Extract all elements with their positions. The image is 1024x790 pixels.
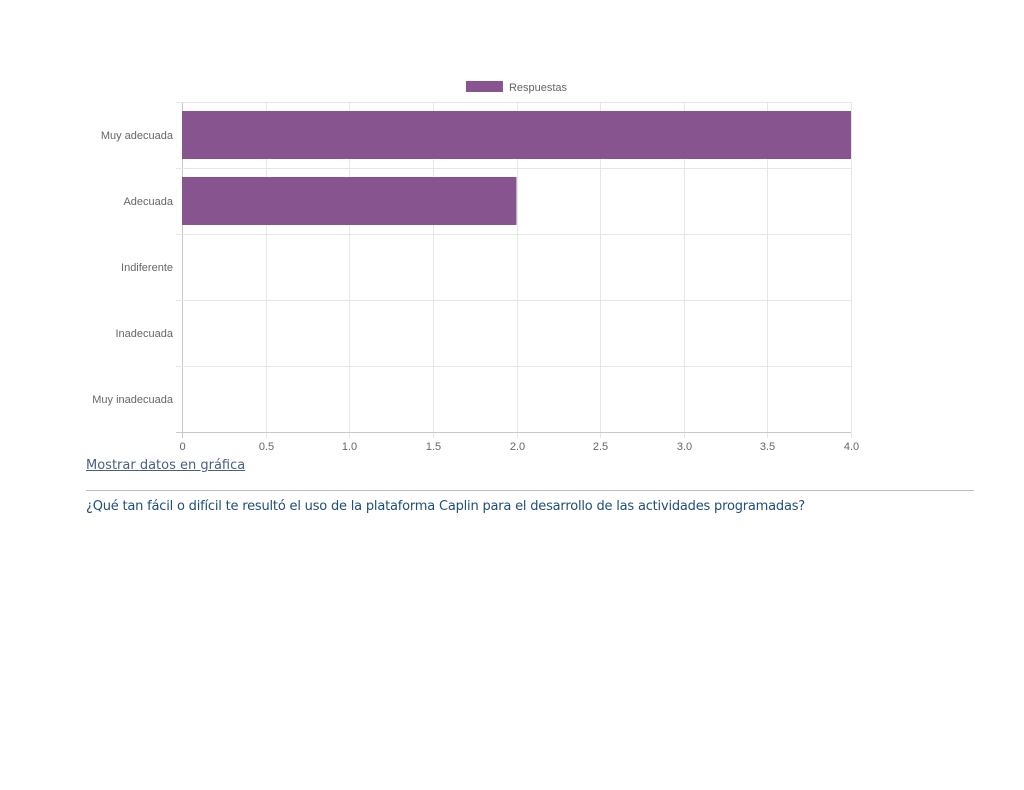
y-tick-label: Muy inadecuada (92, 394, 174, 406)
show-chart-data-link[interactable]: Mostrar datos en gráfica (86, 458, 246, 473)
x-tick-label: 1.0 (342, 441, 357, 453)
legend-item: Respuestas (465, 81, 568, 94)
bar-chart: 0 0.5 1.0 1.5 2.0 2.5 3.0 3.5 4.0 Muy adecuada Ade… (92, 81, 859, 453)
x-tick-label: 1.5 (426, 441, 441, 453)
bar-adecuada (182, 177, 517, 225)
bar-muy-adecuada (182, 111, 851, 159)
legend-label: Respuestas (509, 82, 568, 94)
y-tick-label: Muy adecuada (101, 130, 174, 142)
x-tick-label: 2.5 (593, 441, 608, 453)
y-tick-label: Inadecuada (116, 328, 174, 340)
question-title: ¿Qué tan fácil o difícil te resultó el u… (86, 499, 805, 514)
y-tick-label: Indiferente (121, 262, 173, 274)
x-tick-label: 3.5 (760, 441, 775, 453)
x-tick-label: 4.0 (844, 441, 859, 453)
legend-swatch (465, 81, 503, 92)
x-tick-label: 2.0 (510, 441, 525, 453)
section-divider (86, 490, 974, 491)
x-tick-label: 3.0 (677, 441, 692, 453)
chart-bars (182, 111, 851, 225)
chart-axes: 0 0.5 1.0 1.5 2.0 2.5 3.0 3.5 4.0 Muy adecuada Ade… (92, 130, 859, 453)
x-tick-label: 0.5 (259, 441, 274, 453)
y-tick-label: Adecuada (123, 196, 173, 208)
chart-legend: Respuestas (465, 81, 568, 94)
x-tick-label: 0 (179, 441, 185, 453)
